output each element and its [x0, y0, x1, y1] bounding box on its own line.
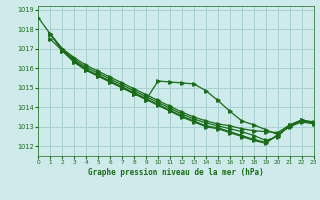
X-axis label: Graphe pression niveau de la mer (hPa): Graphe pression niveau de la mer (hPa) — [88, 168, 264, 177]
